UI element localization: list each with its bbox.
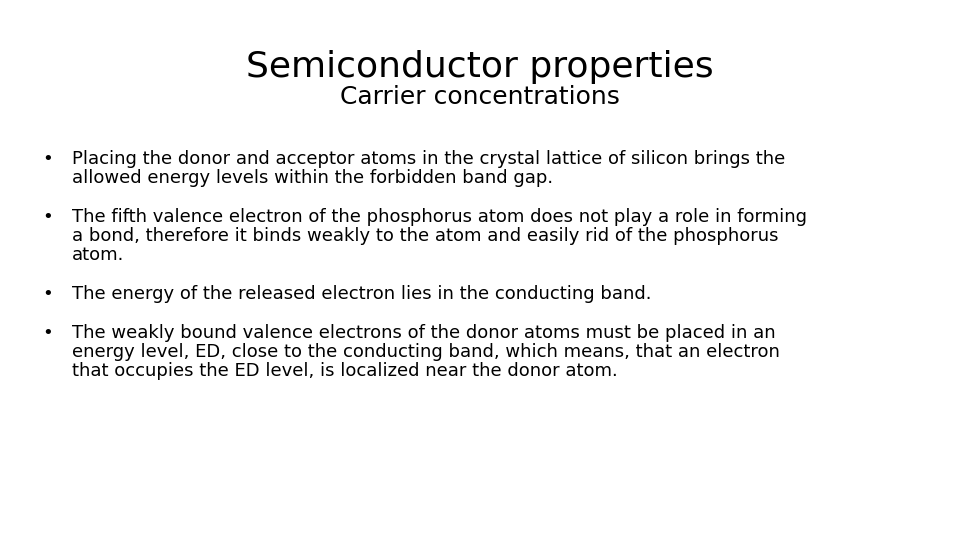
Text: The fifth valence electron of the phosphorus atom does not play a role in formin: The fifth valence electron of the phosph…: [72, 208, 807, 226]
Text: a bond, therefore it binds weakly to the atom and easily rid of the phosphorus: a bond, therefore it binds weakly to the…: [72, 227, 779, 245]
Text: The energy of the released electron lies in the conducting band.: The energy of the released electron lies…: [72, 285, 652, 303]
Text: The weakly bound valence electrons of the donor atoms must be placed in an: The weakly bound valence electrons of th…: [72, 324, 776, 342]
Text: that occupies the ED level, is localized near the donor atom.: that occupies the ED level, is localized…: [72, 362, 617, 380]
Text: Placing the donor and acceptor atoms in the crystal lattice of silicon brings th: Placing the donor and acceptor atoms in …: [72, 150, 785, 168]
Text: Semiconductor properties: Semiconductor properties: [246, 50, 714, 84]
Text: •: •: [42, 150, 54, 168]
Text: Carrier concentrations: Carrier concentrations: [340, 85, 620, 109]
Text: atom.: atom.: [72, 246, 125, 264]
Text: •: •: [42, 324, 54, 342]
Text: •: •: [42, 208, 54, 226]
Text: energy level, ED, close to the conducting band, which means, that an electron: energy level, ED, close to the conductin…: [72, 343, 780, 361]
Text: •: •: [42, 285, 54, 303]
Text: allowed energy levels within the forbidden band gap.: allowed energy levels within the forbidd…: [72, 169, 553, 187]
